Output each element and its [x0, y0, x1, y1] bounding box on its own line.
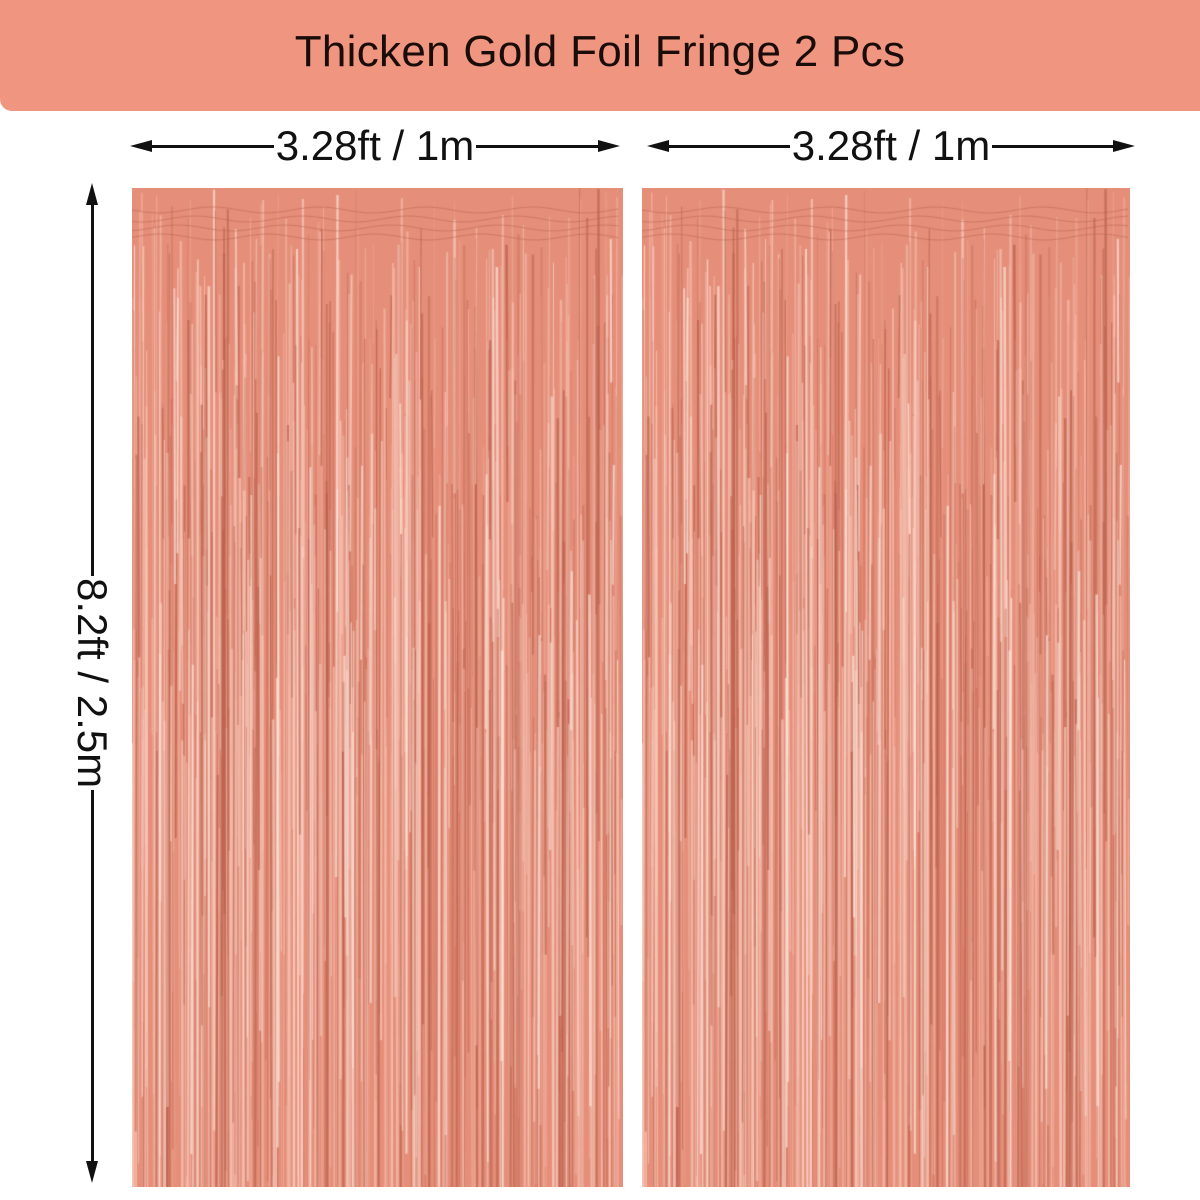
width-label-right: 3.28ft / 1m — [791, 122, 991, 169]
arrow-down-icon — [86, 1161, 98, 1184]
dimension-line — [152, 144, 274, 148]
dimension-line — [90, 790, 94, 1162]
fringe-texture — [642, 188, 1130, 1187]
arrow-up-icon — [86, 183, 98, 205]
arrow-right-icon — [598, 140, 620, 152]
arrow-left-icon — [130, 140, 152, 152]
height-dimension: 8.2ft / 2.5m — [69, 183, 116, 1184]
dimension-line — [476, 144, 598, 148]
width-dimension-left: 3.28ft / 1m — [130, 120, 620, 172]
dimension-line — [669, 144, 790, 148]
arrow-left-icon — [647, 140, 669, 152]
fringe-texture — [132, 188, 623, 1187]
width-label-left: 3.28ft / 1m — [275, 122, 475, 169]
width-dimension-right: 3.28ft / 1m — [647, 120, 1135, 172]
banner-title: Thicken Gold Foil Fringe 2 Pcs — [294, 26, 906, 76]
title-banner: Thicken Gold Foil Fringe 2 Pcs — [0, 0, 1200, 111]
height-label: 8.2ft / 2.5m — [69, 577, 116, 789]
arrow-right-icon — [1113, 140, 1135, 152]
foil-fringe-curtain-right — [642, 188, 1130, 1187]
foil-fringe-curtain-left — [132, 188, 623, 1187]
dimension-line — [90, 205, 94, 576]
dimension-line — [992, 144, 1113, 148]
